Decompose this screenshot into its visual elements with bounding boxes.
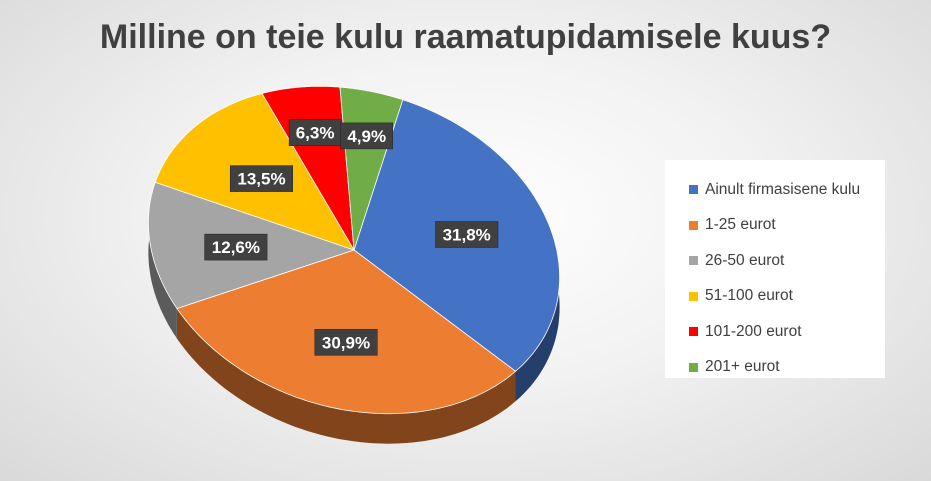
data-label: 12,6% [204,233,268,261]
legend-item: 26-50 eurot [665,243,885,279]
legend-swatch [689,256,698,266]
data-label-text: 6,3% [296,124,335,143]
data-label-box [229,165,293,192]
data-label-box [435,221,499,248]
data-label-box [288,119,342,146]
data-label: 30,9% [314,329,378,356]
data-label-text: 12,6% [212,238,260,257]
data-label-text: 4,9% [347,127,386,146]
data-label-box [340,122,393,150]
legend-swatch [689,185,698,195]
legend: Ainult firmasisene kulu 1-25 eurot 26-50… [665,160,885,378]
data-label: 4,9% [340,122,393,150]
legend-label: 51-100 eurot [705,287,793,305]
legend-label: 101-200 eurot [705,322,802,340]
slice-side [148,182,177,339]
legend-label: Ainult firmasisene kulu [705,180,861,198]
legend-label: 26-50 eurot [705,251,785,269]
legend-label: 201+ eurot [705,358,780,376]
legend-item: 51-100 eurot [665,279,885,315]
data-label: 31,8% [435,221,499,248]
data-label-text: 13,5% [237,170,285,189]
data-label-box [314,329,378,356]
legend-item: 201+ eurot [665,350,885,386]
legend-label: 1-25 eurot [705,216,776,234]
data-label: 6,3% [288,119,342,146]
legend-item: 101-200 eurot [665,314,885,350]
data-label-text: 30,9% [322,333,370,352]
legend-swatch [689,362,698,372]
chart-title: Milline on teie kulu raamatupidamisele k… [99,18,832,56]
data-label-box [204,233,268,261]
data-label-text: 31,8% [443,226,491,245]
data-label: 13,5% [229,165,293,192]
legend-swatch [689,220,698,230]
legend-swatch [689,291,698,301]
legend-item: 1-25 eurot [665,208,885,244]
legend-swatch [689,327,698,337]
legend-item: Ainult firmasisene kulu [665,172,885,208]
